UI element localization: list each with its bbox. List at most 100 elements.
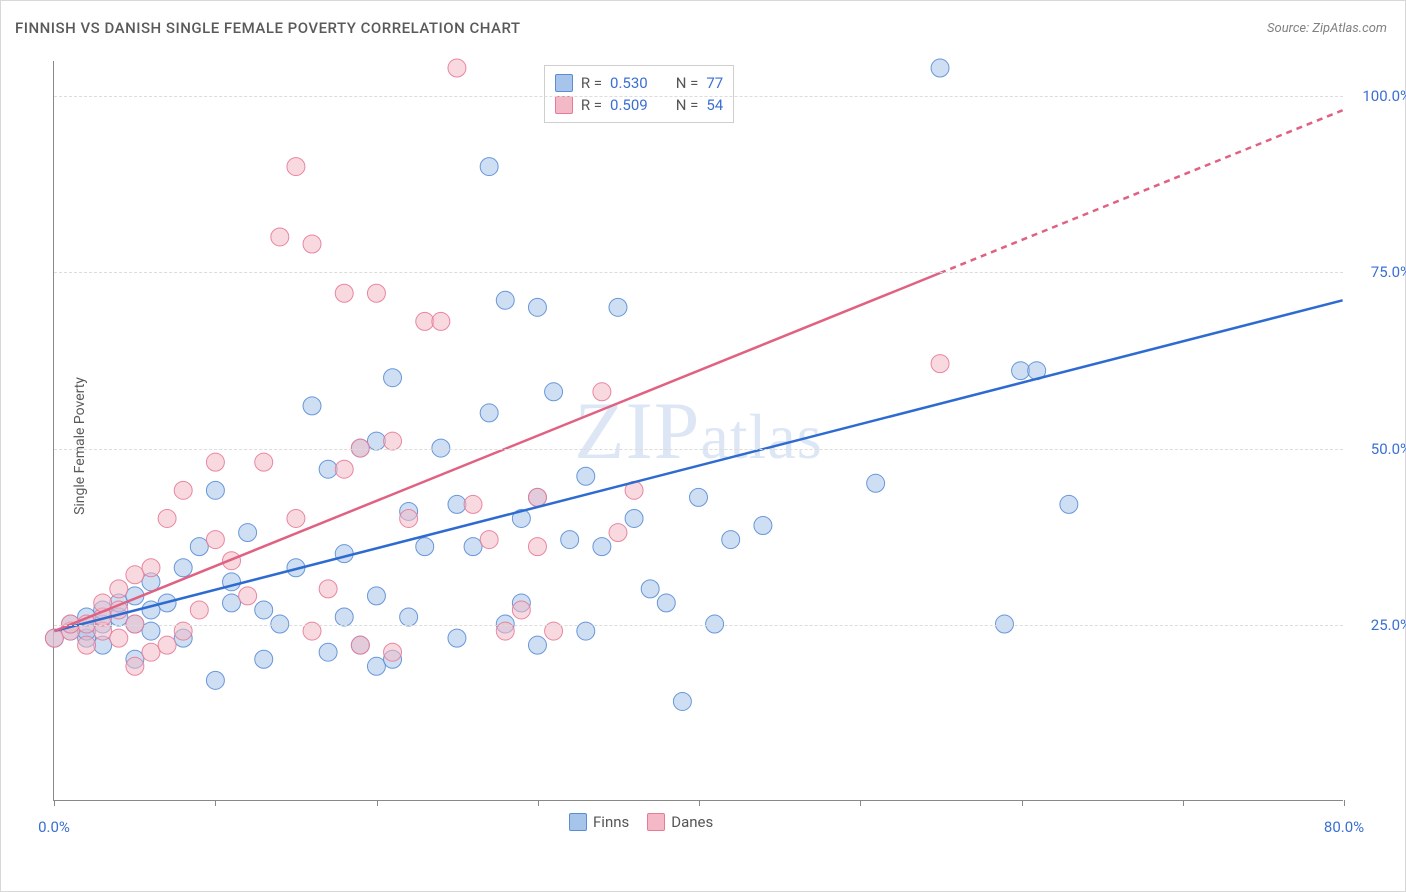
scatter-point xyxy=(110,629,128,647)
x-tick xyxy=(1022,800,1023,806)
scatter-point xyxy=(384,643,402,661)
source-attribution: Source: ZipAtlas.com xyxy=(1267,21,1387,36)
scatter-point xyxy=(416,312,434,330)
scatter-point xyxy=(206,671,224,689)
scatter-point xyxy=(1060,495,1078,513)
y-tick-label: 50.0% xyxy=(1351,440,1406,458)
scatter-point xyxy=(577,467,595,485)
scatter-point xyxy=(142,559,160,577)
scatter-point xyxy=(384,369,402,387)
scatter-point xyxy=(657,594,675,612)
scatter-point xyxy=(335,545,353,563)
scatter-point xyxy=(303,397,321,415)
scatter-point xyxy=(367,657,385,675)
scatter-point xyxy=(545,383,563,401)
r-value: 0.509 xyxy=(610,96,648,114)
scatter-point xyxy=(367,284,385,302)
scatter-point xyxy=(561,531,579,549)
series-legend: Finns Danes xyxy=(569,813,713,831)
scatter-point xyxy=(142,643,160,661)
scatter-point xyxy=(528,488,546,506)
stats-legend-row: R =0.509N =54 xyxy=(555,94,723,116)
scatter-point xyxy=(45,629,63,647)
x-tick xyxy=(1183,800,1184,806)
r-value: 0.530 xyxy=(610,74,648,92)
scatter-point xyxy=(931,355,949,373)
scatter-point xyxy=(416,538,434,556)
legend-swatch xyxy=(555,96,573,114)
x-tick xyxy=(215,800,216,806)
gridline-h xyxy=(54,625,1343,626)
scatter-point xyxy=(190,538,208,556)
scatter-point xyxy=(400,608,418,626)
scatter-point xyxy=(78,636,96,654)
r-label: R = xyxy=(581,74,602,92)
legend-swatch xyxy=(555,74,573,92)
scatter-point xyxy=(722,531,740,549)
n-value: 54 xyxy=(706,96,723,114)
stats-legend: R = 0.530 N = 77R = 0.509 N = 54 xyxy=(544,65,734,123)
scatter-point xyxy=(319,460,337,478)
trend-line xyxy=(54,273,940,631)
scatter-point xyxy=(126,657,144,675)
x-tick xyxy=(538,800,539,806)
x-tick xyxy=(860,800,861,806)
x-tick xyxy=(1344,800,1345,806)
trend-line xyxy=(54,300,1342,631)
scatter-point xyxy=(174,559,192,577)
scatter-point xyxy=(367,587,385,605)
scatter-point xyxy=(335,460,353,478)
scatter-point xyxy=(690,488,708,506)
scatter-point xyxy=(931,59,949,77)
scatter-point xyxy=(528,538,546,556)
scatter-point xyxy=(867,474,885,492)
scatter-point xyxy=(303,235,321,253)
y-tick-label: 100.0% xyxy=(1351,87,1406,105)
scatter-point xyxy=(351,636,369,654)
y-tick-label: 25.0% xyxy=(1351,616,1406,634)
scatter-point xyxy=(110,580,128,598)
plot-svg xyxy=(54,61,1343,800)
scatter-point xyxy=(641,580,659,598)
scatter-point xyxy=(1012,362,1030,380)
scatter-point xyxy=(609,524,627,542)
scatter-point xyxy=(335,284,353,302)
y-tick-label: 75.0% xyxy=(1351,263,1406,281)
scatter-point xyxy=(158,636,176,654)
n-label: N = xyxy=(676,74,699,92)
gridline-h xyxy=(54,96,1343,97)
n-label: N = xyxy=(676,96,699,114)
trend-line-dashed xyxy=(940,110,1343,273)
scatter-point xyxy=(432,312,450,330)
x-tick xyxy=(377,800,378,806)
scatter-point xyxy=(625,509,643,527)
scatter-point xyxy=(287,158,305,176)
scatter-point xyxy=(528,636,546,654)
scatter-point xyxy=(400,509,418,527)
scatter-point xyxy=(384,432,402,450)
scatter-point xyxy=(448,629,466,647)
legend-item: Danes xyxy=(647,813,713,831)
scatter-point xyxy=(496,291,514,309)
scatter-point xyxy=(367,432,385,450)
scatter-point xyxy=(206,453,224,471)
gridline-h xyxy=(54,272,1343,273)
chart-title: FINNISH VS DANISH SINGLE FEMALE POVERTY … xyxy=(15,19,521,37)
scatter-point xyxy=(206,481,224,499)
scatter-point xyxy=(190,601,208,619)
n-value: 77 xyxy=(706,74,723,92)
scatter-point xyxy=(480,404,498,422)
legend-label: Finns xyxy=(593,813,629,831)
legend-swatch xyxy=(569,813,587,831)
legend-item: Finns xyxy=(569,813,629,831)
gridline-h xyxy=(54,449,1343,450)
stats-legend-row: R = 0.530 N = 77 xyxy=(555,72,723,94)
x-tick xyxy=(699,800,700,806)
plot-area: ZIPatlas R =0.530N =77R =0.509N =54 25.0… xyxy=(53,61,1343,801)
x-tick-label: 80.0% xyxy=(1324,818,1364,836)
scatter-point xyxy=(126,566,144,584)
scatter-point xyxy=(255,453,273,471)
scatter-point xyxy=(754,517,772,535)
scatter-point xyxy=(673,692,691,710)
legend-swatch xyxy=(647,813,665,831)
